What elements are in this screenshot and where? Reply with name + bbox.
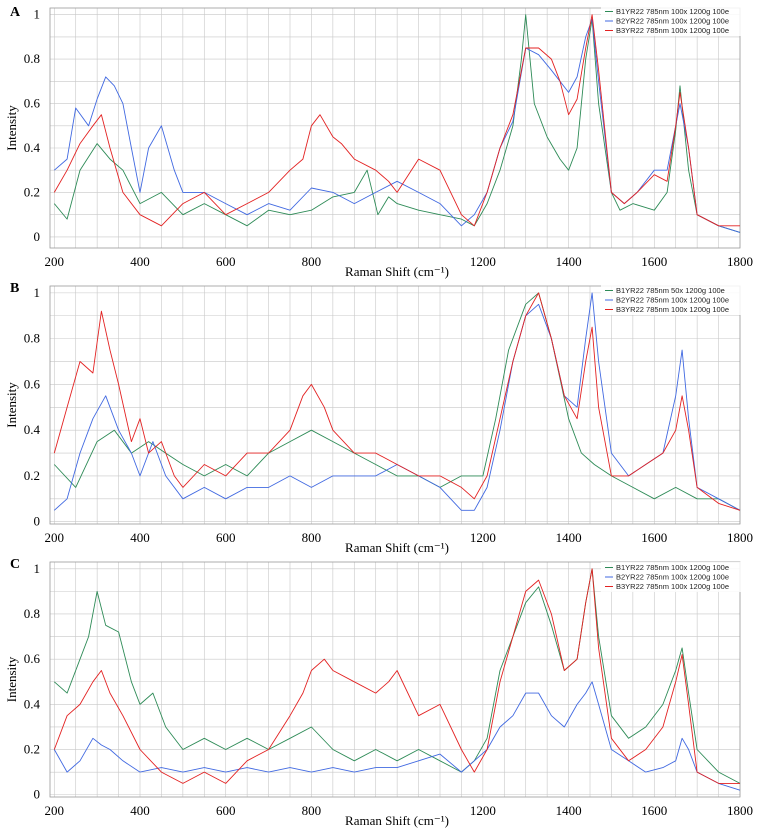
x-tick-label: 400	[130, 530, 150, 545]
legend-entry: B2YR22 785nm 100x 1200g 100e	[616, 296, 729, 305]
panel-letter: A	[10, 5, 21, 20]
x-tick-label: 1600	[641, 254, 667, 269]
y-tick-label: 0	[34, 229, 41, 244]
x-tick-label: 1400	[556, 530, 582, 545]
legend-entry: B3YR22 785nm 100x 1200g 100e	[616, 582, 729, 591]
y-axis-title: Intensity	[4, 382, 19, 428]
y-tick-label: 0.4	[24, 696, 41, 711]
panel-letter: C	[10, 557, 20, 572]
plot-frame	[49, 7, 741, 249]
x-tick-label: 1600	[641, 803, 667, 818]
x-axis-title: Raman Shift (cm⁻¹)	[345, 264, 449, 279]
legend-entry: B1YR22 785nm 100x 1200g 100e	[616, 563, 729, 572]
y-tick-label: 0	[34, 514, 41, 529]
x-tick-label: 1800	[727, 254, 753, 269]
y-tick-label: 0.4	[24, 422, 41, 437]
y-axis-title: Intensity	[4, 656, 19, 702]
y-tick-label: 0.6	[24, 651, 41, 666]
x-tick-label: 200	[45, 254, 65, 269]
y-tick-label: 0.8	[24, 606, 40, 621]
x-tick-label: 400	[130, 803, 150, 818]
series-line-3	[53, 14, 740, 227]
x-tick-label: 1600	[641, 530, 667, 545]
y-tick-label: 0.2	[24, 468, 40, 483]
legend-background	[601, 6, 743, 36]
y-tick-label: 0.8	[24, 51, 40, 66]
y-tick-label: 1	[34, 561, 41, 576]
y-tick-label: 1	[34, 7, 41, 22]
legend-background	[601, 562, 743, 592]
legend-entry: B1YR22 785nm 50x 1200g 100e	[616, 286, 725, 295]
legend-entry: B2YR22 785nm 100x 1200g 100e	[616, 17, 729, 26]
legend-entry: B3YR22 785nm 100x 1200g 100e	[616, 305, 729, 314]
x-tick-label: 600	[216, 803, 236, 818]
x-tick-label: 1400	[556, 254, 582, 269]
x-tick-label: 400	[130, 254, 150, 269]
plot-frame	[49, 561, 741, 798]
x-tick-label: 600	[216, 254, 236, 269]
series-line-2	[53, 681, 741, 791]
plot-frame	[49, 285, 741, 525]
x-tick-label: 200	[45, 803, 65, 818]
legend-entry: B1YR22 785nm 100x 1200g 100e	[616, 7, 729, 16]
y-tick-label: 0	[34, 787, 41, 802]
y-tick-label: 0.4	[24, 140, 41, 155]
x-tick-label: 200	[45, 530, 65, 545]
legend-background	[601, 285, 743, 315]
y-tick-label: 0.8	[24, 331, 40, 346]
x-tick-label: 1200	[470, 803, 496, 818]
y-tick-label: 0.6	[24, 376, 41, 391]
x-tick-label: 800	[302, 254, 322, 269]
y-tick-label: 0.6	[24, 96, 41, 111]
x-tick-label: 1200	[470, 530, 496, 545]
series-line-1	[54, 568, 741, 784]
panel-letter: B	[10, 281, 19, 296]
y-tick-label: 1	[34, 285, 41, 300]
series-line-3	[53, 292, 741, 511]
x-tick-label: 1800	[727, 530, 753, 545]
x-tick-label: 600	[216, 530, 236, 545]
x-tick-label: 1200	[470, 254, 496, 269]
x-tick-label: 800	[302, 530, 322, 545]
legend-entry: B3YR22 785nm 100x 1200g 100e	[616, 26, 729, 35]
x-tick-label: 800	[302, 803, 322, 818]
x-tick-label: 1800	[727, 803, 753, 818]
series-line-3	[53, 568, 740, 784]
x-tick-label: 1400	[556, 803, 582, 818]
y-axis-title: Intensity	[4, 105, 19, 151]
y-tick-label: 0.2	[24, 184, 40, 199]
x-axis-title: Raman Shift (cm⁻¹)	[345, 813, 449, 828]
legend-entry: B2YR22 785nm 100x 1200g 100e	[616, 573, 729, 582]
x-axis-title: Raman Shift (cm⁻¹)	[345, 540, 449, 555]
y-tick-label: 0.2	[24, 742, 40, 757]
